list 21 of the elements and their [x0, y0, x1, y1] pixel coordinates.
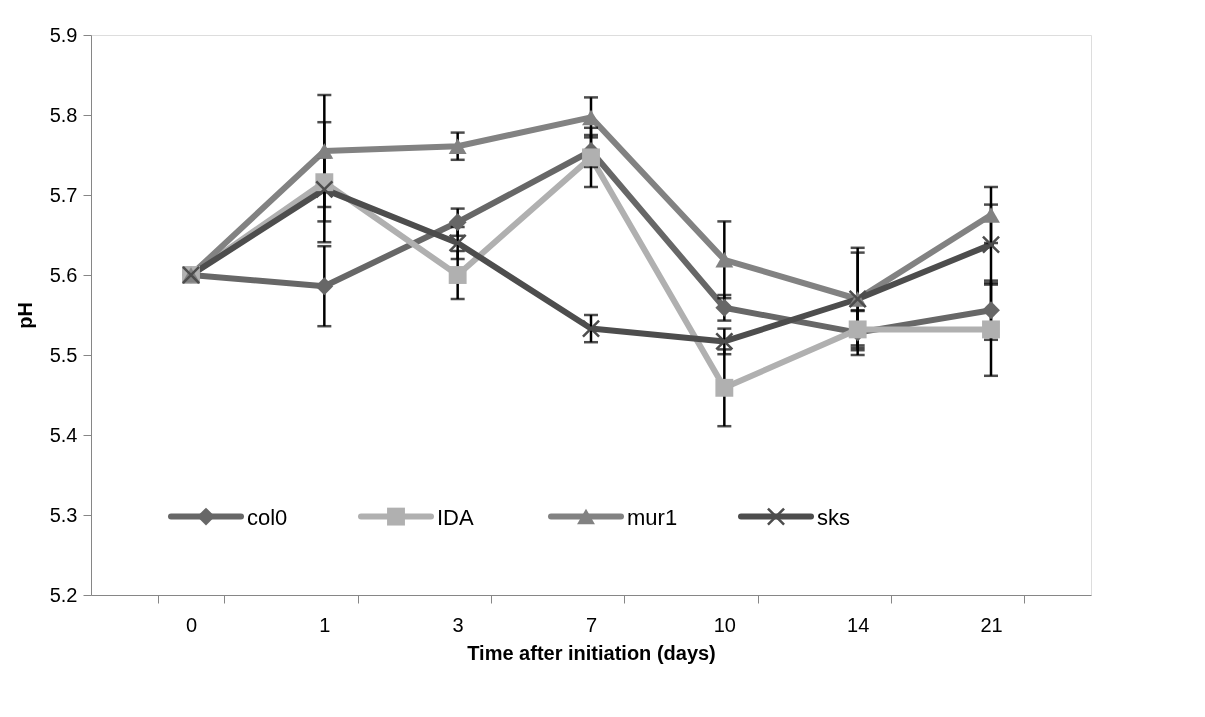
y-axis-title: pH — [13, 302, 36, 329]
y-tick-label: 5.4 — [49, 423, 78, 446]
x-tick-label: 1 — [319, 613, 331, 636]
legend-label: sks — [817, 504, 850, 530]
y-tick-label: 5.9 — [49, 23, 78, 46]
x-tick-label: 0 — [185, 613, 198, 636]
x-tick-label: 21 — [980, 613, 1003, 636]
y-tick-label: 5.3 — [49, 503, 78, 526]
x-tick-label: 3 — [452, 613, 464, 636]
y-tick-label: 5.5 — [49, 343, 78, 366]
y-tick-label: 5.6 — [49, 263, 78, 286]
y-tick-label: 5.7 — [49, 183, 78, 206]
legend-label: mur1 — [627, 504, 678, 530]
y-tick-label: 5.8 — [49, 103, 78, 126]
legend-label: IDA — [437, 504, 474, 530]
x-tick-label: 14 — [847, 613, 870, 636]
y-tick-label: 5.2 — [49, 583, 78, 606]
x-tick-label: 10 — [713, 613, 736, 636]
legend-label: col0 — [247, 504, 288, 530]
x-axis-title: Time after initiation (days) — [467, 641, 716, 664]
x-tick-label: 7 — [585, 613, 598, 636]
